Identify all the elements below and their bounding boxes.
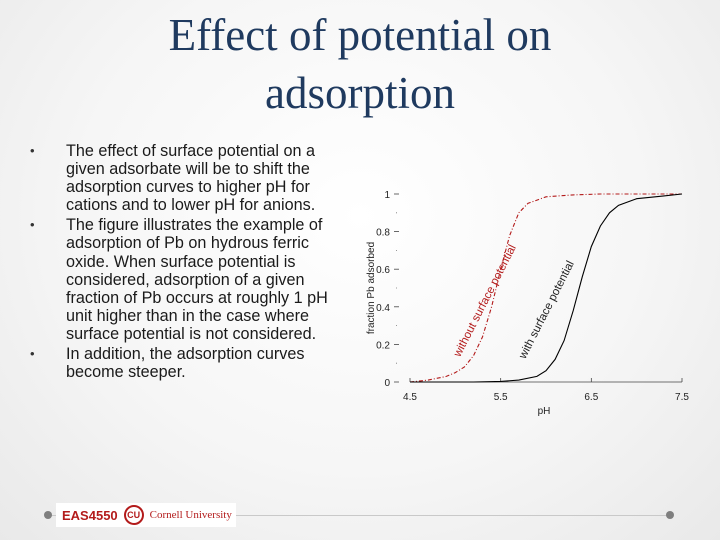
university-seal-icon: CU bbox=[123, 505, 144, 525]
without-potential-annotation: without surface potential bbox=[451, 243, 518, 360]
university-name: Cornell University bbox=[149, 509, 232, 521]
y-tick-label: 0.2 bbox=[376, 340, 390, 351]
y-axis-label: fraction Pb adsorbed bbox=[366, 242, 377, 334]
bullet-item: • The effect of surface potential on a g… bbox=[28, 142, 348, 214]
with-potential-curve bbox=[410, 193, 683, 383]
bullet-text: The effect of surface potential on a giv… bbox=[66, 142, 316, 215]
course-code: EAS4550 bbox=[62, 507, 118, 523]
y-tick-label: 0.6 bbox=[376, 265, 390, 276]
x-axis-label: pH bbox=[538, 406, 551, 417]
bullet-icon: • bbox=[30, 143, 35, 158]
y-tick-label: 0.8 bbox=[376, 228, 390, 239]
adsorption-chart: 0 0.2 0.4 0.6 0.8 1 4.5 5.5 6.5 7.5 pH fraction Pb … bbox=[366, 190, 689, 417]
footer-divider bbox=[48, 515, 670, 516]
bullet-icon: • bbox=[30, 217, 35, 233]
footer-left-dot-icon bbox=[44, 511, 52, 519]
x-tick-label: 6.5 bbox=[584, 392, 598, 403]
slide-title: Effect of potential on adsorption bbox=[168, 10, 552, 118]
y-tick-label: 0 bbox=[384, 378, 390, 389]
footer-logo: EAS4550 CU Cornell University bbox=[56, 503, 236, 527]
y-tick-label: 0.4 bbox=[376, 303, 390, 314]
bullet-item: • The figure illustrates the example of … bbox=[28, 216, 348, 343]
x-tick-label: 7.5 bbox=[675, 392, 689, 403]
footer-right-dot-icon bbox=[666, 511, 674, 519]
x-tick-label: 5.5 bbox=[494, 392, 508, 403]
without-potential-curve bbox=[409, 193, 682, 383]
y-tick-label: 1 bbox=[384, 190, 390, 201]
bullet-text: In addition, the adsorption curves becom… bbox=[66, 345, 305, 382]
bullet-list: • The effect of surface potential on a g… bbox=[28, 142, 348, 383]
bullet-text: The figure illustrates the example of ad… bbox=[66, 216, 328, 343]
x-tick-label: 4.5 bbox=[403, 392, 417, 403]
bullet-item: • In addition, the adsorption curves bec… bbox=[28, 345, 348, 381]
with-potential-annotation: with surface potential bbox=[517, 259, 577, 362]
bullet-icon: • bbox=[30, 346, 35, 362]
